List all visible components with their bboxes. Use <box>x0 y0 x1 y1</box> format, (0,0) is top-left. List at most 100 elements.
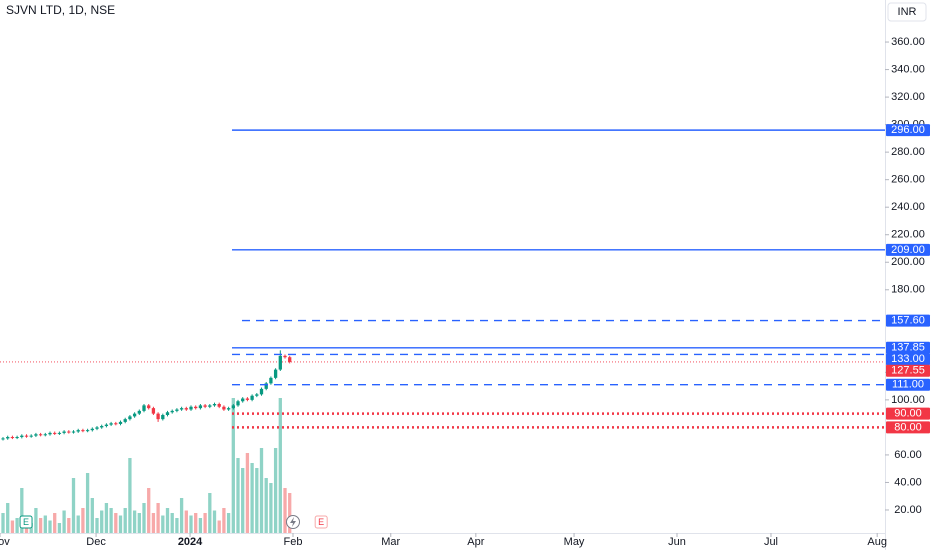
volume-bar <box>57 523 62 533</box>
candle-body <box>255 394 259 396</box>
price-label-box <box>886 364 930 377</box>
volume-bar <box>118 515 123 533</box>
volume-bar <box>161 515 165 533</box>
event-marker <box>19 515 33 529</box>
candle-body <box>161 415 165 420</box>
x-tick-label: 2024 <box>178 536 203 548</box>
price-label-box <box>886 124 930 137</box>
x-tick-label: Jun <box>668 536 686 548</box>
y-tick-label: 60.00 <box>894 449 922 461</box>
currency-button[interactable] <box>887 2 927 22</box>
y-tick-label: 180.00 <box>891 284 925 296</box>
candle-body <box>128 416 132 420</box>
volume-bar <box>123 508 127 533</box>
volume-bar <box>245 453 250 533</box>
price-label-box <box>886 378 930 391</box>
volume-bar <box>165 508 170 533</box>
candle-body <box>81 430 85 432</box>
candle-body <box>34 434 38 436</box>
candle-body <box>123 419 127 422</box>
volume-bar <box>264 478 268 533</box>
axes: 20.0040.0060.00100.00120.00180.00200.002… <box>0 36 930 548</box>
candle-body <box>198 405 203 409</box>
x-tick-label: Feb <box>284 536 303 548</box>
volume-bar <box>53 513 57 533</box>
volume-bar <box>156 503 160 533</box>
volume-bar <box>189 515 193 533</box>
volume-bar <box>48 520 52 533</box>
lightning <box>290 517 296 527</box>
volume-bar <box>255 468 259 533</box>
x-tick-label: Nov <box>0 536 10 548</box>
volume-bar <box>198 518 203 533</box>
volume-bar <box>151 513 156 533</box>
volume-bar <box>250 463 254 533</box>
candle-body <box>118 421 123 424</box>
chart-title: SJVN LTD, 1D, NSE <box>6 3 115 17</box>
candle-body <box>250 395 254 400</box>
volume-bar <box>1 513 5 533</box>
x-tick-label: Jul <box>764 536 778 548</box>
volume-bar <box>38 518 43 533</box>
price-label: 137.85 <box>891 342 925 354</box>
y-tick-label: 360.00 <box>891 36 925 48</box>
candle-body <box>1 438 5 440</box>
candle-body <box>147 405 151 409</box>
price-label-box <box>886 353 930 366</box>
candle-body <box>170 410 174 413</box>
candle-body <box>132 413 137 417</box>
candle-body <box>48 432 52 435</box>
y-tick-label: 20.00 <box>894 504 922 516</box>
volume-bar <box>43 515 47 533</box>
candle-body <box>57 432 62 434</box>
y-tick-label: 280.00 <box>891 146 925 158</box>
candle-body <box>231 405 235 409</box>
y-tick-label: 340.00 <box>891 63 925 75</box>
candle-body <box>212 404 217 406</box>
candle-body <box>43 434 47 436</box>
volume-bar <box>104 503 109 533</box>
candle-body <box>24 435 29 437</box>
volume-bar <box>241 468 245 533</box>
y-tick-label: 220.00 <box>891 229 925 241</box>
candle-body <box>194 406 198 409</box>
candle-body <box>156 413 160 420</box>
volume-bar <box>34 508 38 533</box>
volume-bar <box>71 478 76 533</box>
candle-body <box>269 377 273 384</box>
y-tick-label: 260.00 <box>891 174 925 186</box>
candle-body <box>175 409 179 411</box>
candle-body <box>104 424 109 427</box>
candle-body <box>245 398 250 400</box>
candle-body <box>241 398 245 402</box>
volume-bar <box>194 513 198 533</box>
currency[interactable]: INR <box>898 6 917 18</box>
price-label-box <box>886 421 930 434</box>
price-label-box <box>886 243 930 256</box>
candle-body <box>29 435 33 437</box>
candle-body <box>85 430 90 432</box>
volume-bar <box>269 483 273 533</box>
volume-bar <box>6 503 10 533</box>
candle-body <box>15 437 19 439</box>
volume-bar <box>10 520 15 533</box>
candle-body <box>217 404 221 407</box>
volume-bar <box>203 513 207 533</box>
candle-body <box>278 355 282 370</box>
event-marker <box>314 515 328 529</box>
price-label: 90.00 <box>894 408 922 420</box>
candle-body <box>95 427 99 429</box>
volume-bar <box>259 448 264 533</box>
price-label: 111.00 <box>892 379 924 391</box>
candle-body <box>264 383 268 389</box>
candle-body <box>90 428 94 431</box>
candle-body <box>114 423 118 425</box>
candle-body <box>259 388 264 395</box>
candle-body <box>20 435 24 438</box>
volume-bar <box>175 518 179 533</box>
volume-bar <box>226 513 231 533</box>
candle-body <box>151 408 156 414</box>
volume-bar <box>217 520 221 533</box>
